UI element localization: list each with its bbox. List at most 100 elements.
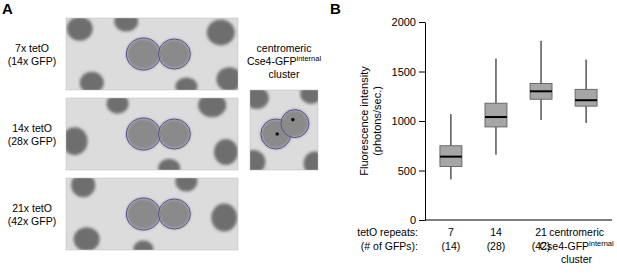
tile-label-line: (28x GFP) (8, 135, 56, 147)
micrograph (66, 172, 238, 257)
y-tick-mark (419, 121, 425, 122)
y-tick-label: 0 (410, 214, 416, 226)
upper-whisker (495, 59, 496, 104)
median-line (575, 99, 597, 101)
cell-blob (300, 90, 318, 104)
x-tick-label-superscript: internal (589, 239, 614, 248)
x-axis-line (425, 220, 612, 221)
x-tick-label-line: 7 (448, 226, 454, 238)
gfp-focus (275, 132, 279, 136)
figure: AB7x tetO(14x GFP)14x tetO(28x GFP)21x t… (0, 0, 617, 275)
x-tick-label: centromeric Cse4-GFPinternal cluster (539, 226, 614, 265)
cell-blob (74, 227, 100, 250)
cell-blob (80, 72, 104, 90)
cell-blob (158, 119, 190, 149)
micrograph (241, 84, 325, 176)
y-axis-title-line: Fluorescence intensity (358, 66, 370, 176)
box (485, 59, 507, 155)
box-body (485, 103, 507, 127)
cell-blob (158, 199, 190, 229)
cell-blob (250, 90, 269, 109)
cell-outline (126, 198, 160, 230)
box-body (440, 146, 462, 167)
box-body (530, 83, 552, 99)
gfp-focus (291, 118, 295, 122)
cell-outline (281, 110, 309, 138)
cell-blob (67, 18, 93, 41)
y-tick-label: 2000 (392, 16, 416, 28)
cell-blob (214, 139, 238, 165)
y-tick: 0 (410, 214, 425, 226)
cell-blob (250, 150, 265, 170)
tile-label-line: Cse4-GFP (247, 55, 297, 67)
micrograph (62, 93, 238, 177)
lower-whisker (586, 106, 587, 123)
cell-blob (281, 110, 309, 138)
y-tick: 1000 (392, 115, 425, 127)
micrograph-frame (66, 98, 238, 170)
cell-blob (175, 178, 197, 192)
micrograph-frame (66, 178, 238, 250)
micrograph (66, 12, 242, 96)
tile-label-line: cluster (269, 68, 300, 80)
x-tick-label-line: 14 (490, 226, 502, 238)
y-axis: 0 500 1000 1500 2000 (392, 16, 426, 226)
y-tick-label: 1000 (392, 115, 416, 127)
tile-label-line: (14x GFP) (8, 55, 56, 67)
cell-blob (175, 77, 197, 90)
micrograph-content (71, 178, 237, 250)
median-line (440, 156, 462, 158)
y-tick: 1500 (392, 66, 425, 78)
upper-whisker (586, 60, 587, 90)
tile-label-line: centromeric (257, 42, 312, 54)
tile-label: 21x tetO(42x GFP) (8, 202, 56, 227)
y-tick-mark (419, 72, 425, 73)
y-tick-mark (419, 220, 425, 221)
lower-whisker (495, 127, 496, 155)
panel-label: B (330, 0, 341, 17)
x-tick-label-line: 21 (535, 226, 547, 238)
micrograph-frame (250, 90, 318, 170)
y-axis-line (425, 23, 426, 221)
lower-whisker (450, 167, 451, 180)
median-line (530, 90, 552, 92)
cell-outline (158, 199, 190, 229)
y-tick-mark (419, 22, 425, 23)
box (530, 41, 552, 120)
x-tick-label-line: Cse4-GFP (539, 240, 589, 252)
y-tick-label: 500 (398, 165, 416, 177)
micrograph-content (250, 90, 318, 170)
x-tick-label-line: centromeric (549, 226, 604, 238)
tile-label: 14x tetO(28x GFP) (8, 122, 56, 147)
x-tick-label: 7(14) (442, 226, 461, 252)
y-tick: 500 (398, 165, 425, 177)
cell-blob (114, 18, 138, 32)
x-row-label: (# of GFPs): (361, 240, 418, 252)
x-tick-label-line: cluster (561, 253, 592, 265)
y-axis-title: Fluorescence intensity(photons/sec.) (358, 66, 383, 176)
upper-whisker (450, 114, 451, 146)
cell-blob (216, 67, 238, 90)
panel-label: A (2, 0, 13, 17)
cell-blob (211, 204, 237, 232)
cell-blob (126, 38, 160, 70)
tile-label-line: (42x GFP) (8, 215, 56, 227)
cell-outline (158, 119, 190, 149)
cell-outline (126, 118, 160, 150)
lower-whisker (541, 99, 542, 120)
micrograph-content (66, 98, 238, 170)
cell-blob (126, 118, 160, 150)
tile-label-superscript: internal (296, 54, 321, 63)
x-tick-label-line: (28) (487, 240, 506, 252)
cell-blob (304, 152, 318, 170)
micrograph-frame (66, 18, 238, 90)
y-tick-mark (419, 171, 425, 172)
cell-blob (158, 39, 190, 69)
cell-blob (158, 159, 180, 170)
tile-label: centromericCse4-GFPinternal cluster (247, 42, 322, 80)
box-body (575, 89, 597, 106)
box (575, 60, 597, 123)
x-row-label: tetO repeats: (357, 226, 418, 238)
cell-blob (207, 19, 235, 45)
box (440, 114, 462, 179)
